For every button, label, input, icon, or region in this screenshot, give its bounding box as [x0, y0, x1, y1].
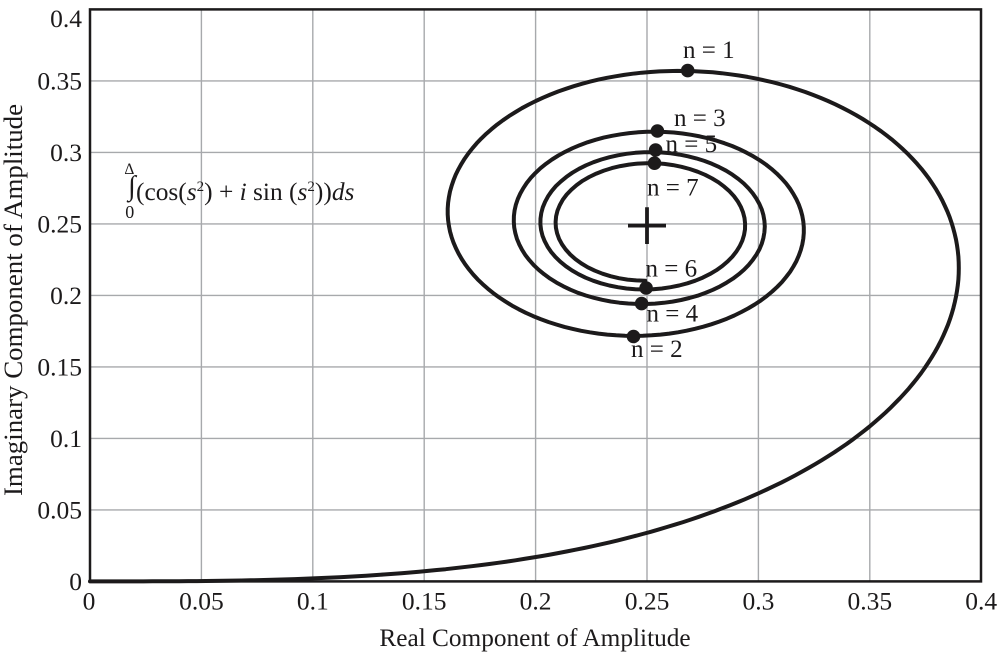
svg-text:n = 6: n = 6 — [646, 256, 698, 283]
svg-text:0.15: 0.15 — [37, 352, 82, 381]
svg-text:0.1: 0.1 — [50, 424, 82, 453]
svg-text:n = 1: n = 1 — [683, 37, 735, 64]
svg-text:0.05: 0.05 — [179, 587, 224, 616]
svg-text:∫: ∫ — [126, 171, 138, 203]
svg-text:0.05: 0.05 — [37, 495, 82, 524]
svg-text:n = 7: n = 7 — [647, 175, 699, 202]
svg-text:Real Component of Amplitude: Real Component of Amplitude — [379, 624, 690, 652]
svg-text:0: 0 — [69, 567, 82, 596]
svg-text:Δ: Δ — [124, 161, 134, 178]
svg-text:0.35: 0.35 — [37, 66, 82, 95]
svg-text:0.3: 0.3 — [50, 138, 82, 167]
svg-text:n = 3: n = 3 — [674, 105, 726, 132]
svg-text:n = 2: n = 2 — [631, 336, 683, 363]
svg-text:0.1: 0.1 — [297, 587, 329, 616]
svg-text:n = 4: n = 4 — [647, 301, 699, 328]
svg-text:0.3: 0.3 — [742, 587, 774, 616]
svg-text:0.2: 0.2 — [520, 587, 552, 616]
svg-text:0: 0 — [83, 587, 96, 616]
svg-text:0.2: 0.2 — [50, 281, 82, 310]
svg-text:0.4: 0.4 — [50, 4, 82, 33]
svg-text:n = 5: n = 5 — [666, 131, 718, 158]
svg-text:0.15: 0.15 — [402, 587, 447, 616]
svg-text:(cos(s2) + i sin (s2))ds: (cos(s2) + i sin (s2))ds — [136, 178, 355, 206]
svg-text:0.25: 0.25 — [625, 587, 670, 616]
svg-text:0.4: 0.4 — [965, 587, 997, 616]
svg-text:0.25: 0.25 — [37, 209, 82, 238]
svg-text:0: 0 — [125, 202, 134, 222]
svg-text:Imaginary Component of Amplitu: Imaginary Component of Amplitude — [0, 104, 28, 496]
svg-text:0.35: 0.35 — [847, 587, 892, 616]
